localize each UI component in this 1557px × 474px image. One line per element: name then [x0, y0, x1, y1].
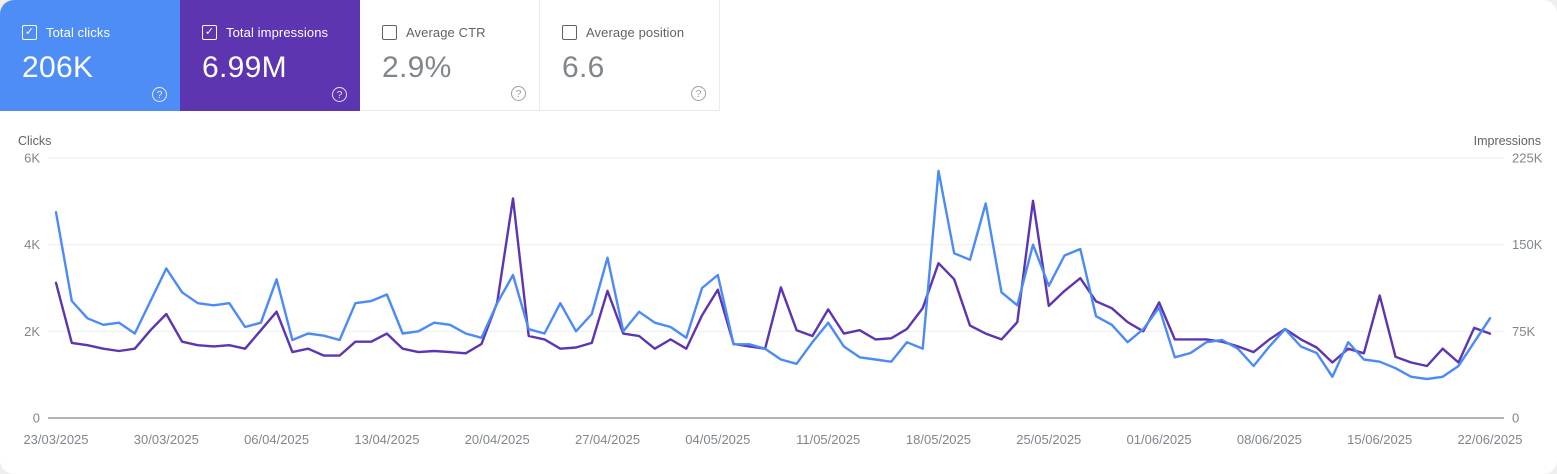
y-tick-label-left: 4K: [24, 237, 40, 252]
checkbox-checked-icon[interactable]: ✓: [202, 25, 217, 40]
check-icon: ✓: [24, 26, 35, 38]
y-tick-label-left: 0: [33, 411, 40, 426]
performance-chart[interactable]: Clicks Impressions 6K 225K 4K 150K 2K 75K 0 0 23…: [0, 111, 1557, 474]
right-axis-title: Impressions: [1473, 134, 1541, 148]
clicks-line: [54, 169, 1492, 381]
x-tick-label: 13/04/2025: [354, 432, 419, 447]
chart-canvas[interactable]: 6K 225K 4K 150K 2K 75K 0 0 23/03/2025 30/03/2025 0…: [0, 111, 1557, 474]
card-value: 2.9%: [382, 51, 452, 84]
x-tick-label: 20/04/2025: [465, 432, 530, 447]
checkbox-checked-icon[interactable]: ✓: [22, 25, 37, 40]
impressions-line: [54, 197, 1492, 368]
metric-cards: ✓ Total clicks 206K ? ✓ Total impression…: [0, 0, 720, 111]
metric-card-average-ctr[interactable]: Average CTR 2.9% ?: [360, 0, 540, 111]
metric-card-average-position[interactable]: Average position 6.6 ?: [540, 0, 720, 111]
checkbox-unchecked-icon[interactable]: [562, 25, 577, 40]
card-value: 6.99M: [202, 51, 287, 84]
x-tick-label: 23/03/2025: [23, 432, 88, 447]
metric-card-total-impressions[interactable]: ✓ Total impressions 6.99M ?: [180, 0, 360, 111]
card-label: Average CTR: [406, 25, 486, 40]
card-value: 206K: [22, 51, 94, 84]
x-tick-label: 08/06/2025: [1237, 432, 1302, 447]
x-tick-label: 04/05/2025: [685, 432, 750, 447]
y-tick-label-left: 6K: [24, 151, 40, 166]
card-header: ✓ Total clicks: [22, 25, 180, 40]
card-label: Total clicks: [46, 25, 111, 40]
x-tick-label: 11/05/2025: [796, 432, 860, 447]
card-header: ✓ Total impressions: [202, 25, 360, 40]
x-tick-label: 27/04/2025: [575, 432, 640, 447]
metric-card-total-clicks[interactable]: ✓ Total clicks 206K ?: [0, 0, 180, 111]
help-icon[interactable]: ?: [691, 86, 706, 101]
help-icon[interactable]: ?: [511, 86, 526, 101]
y-tick-label-right: 225K: [1512, 151, 1543, 166]
x-tick-label: 06/04/2025: [244, 432, 309, 447]
y-tick-label-right: 0: [1512, 411, 1519, 426]
card-value: 6.6: [562, 51, 605, 84]
y-tick-label-left: 2K: [24, 324, 40, 339]
checkbox-unchecked-icon[interactable]: [382, 25, 397, 40]
y-tick-label-right: 75K: [1512, 324, 1535, 339]
x-tick-label: 18/05/2025: [906, 432, 971, 447]
card-label: Total impressions: [226, 25, 329, 40]
help-icon[interactable]: ?: [152, 87, 167, 102]
card-label: Average position: [586, 25, 685, 40]
y-tick-label-right: 150K: [1512, 237, 1543, 252]
help-icon[interactable]: ?: [332, 87, 347, 102]
card-header: Average position: [562, 25, 719, 40]
x-tick-label: 25/05/2025: [1016, 432, 1081, 447]
check-icon: ✓: [204, 26, 215, 38]
x-tick-label: 22/06/2025: [1457, 432, 1522, 447]
left-axis-title: Clicks: [18, 134, 52, 148]
x-tick-label: 30/03/2025: [134, 432, 199, 447]
card-header: Average CTR: [382, 25, 539, 40]
x-tick-label: 01/06/2025: [1127, 432, 1192, 447]
x-tick-label: 15/06/2025: [1347, 432, 1412, 447]
